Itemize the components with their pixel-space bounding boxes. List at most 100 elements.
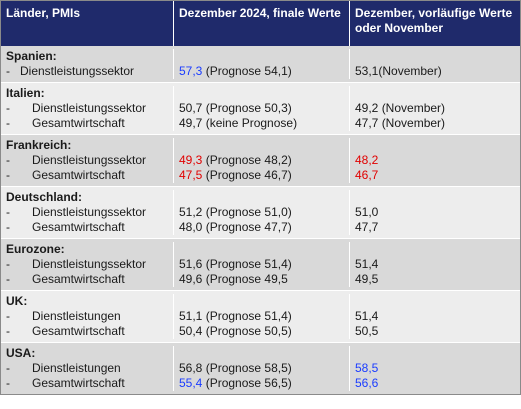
indicator-label-line: - Gesamtwirtschaft (6, 324, 168, 339)
preliminary-value: 58,5 (355, 361, 379, 375)
final-values-cell: 51,6 (Prognose 51,4) 49,6 (Prognose 49,5 (173, 242, 349, 287)
forecast-note: (Prognose 51,4) (202, 257, 292, 271)
bullet-dash: - (6, 272, 10, 286)
indicator-label: Gesamtwirtschaft (32, 272, 125, 286)
final-value: 49,3 (179, 153, 203, 167)
table-header: Länder, PMIs Dezember 2024, finale Werte… (1, 1, 520, 46)
preliminary-value-line: 56,6 (355, 376, 515, 391)
header-final-values: Dezember 2024, finale Werte (173, 1, 349, 46)
preliminary-value: 51,0 (355, 205, 379, 219)
final-value: 51,6 (179, 257, 203, 271)
final-value-line: 57,3 (Prognose 54,1) (179, 64, 344, 79)
indicator-label-line: - Dienstleistungssektor (6, 257, 168, 272)
preliminary-value: 47,7 (November) (355, 116, 446, 130)
preliminary-value-line: 53,1(November) (355, 64, 515, 79)
preliminary-value-line: 58,5 (355, 361, 515, 376)
country-cell: Frankreich: - Dienstleistungssektor - Gesamt… (1, 138, 173, 183)
final-values-cell: 57,3 (Prognose 54,1) (173, 49, 349, 79)
indicator-label-line: - Dienstleistungssektor (6, 101, 168, 116)
preliminary-values-cell: 53,1(November) (349, 49, 520, 79)
final-value-line: 56,8 (Prognose 58,5) (179, 361, 344, 376)
indicator-label: Dienstleistungssektor (32, 257, 147, 271)
final-value: 48,0 (179, 220, 203, 234)
preliminary-value: 47,7 (355, 220, 379, 234)
table-row: Eurozone: - Dienstleistungssektor - Gesamtwi… (1, 238, 520, 290)
bullet-dash: - (6, 64, 10, 78)
final-values-cell: 51,1 (Prognose 51,4) 50,4 (Prognose 50,5) (173, 294, 349, 339)
preliminary-value: 49,5 (355, 272, 379, 286)
final-value-line: 51,1 (Prognose 51,4) (179, 309, 344, 324)
header-countries: Länder, PMIs (6, 6, 81, 20)
country-name: Italien: (6, 86, 45, 100)
indicator-label-line: - Dienstleistungen (6, 309, 168, 324)
indicator-label: Gesamtwirtschaft (32, 220, 125, 234)
final-value: 51,2 (179, 205, 203, 219)
indicator-label: Gesamtwirtschaft (32, 168, 125, 182)
bullet-dash: - (6, 116, 10, 130)
final-value: 50,7 (179, 101, 203, 115)
table-row: Italien: - Dienstleistungssektor - Gesamtwir… (1, 82, 520, 134)
forecast-note: (Prognose 47,7) (202, 220, 292, 234)
indicator-label: Gesamtwirtschaft (32, 376, 125, 390)
final-value: 49,7 (179, 116, 203, 130)
indicator-label: Dienstleistungssektor (32, 205, 147, 219)
preliminary-value-line: 51,0 (355, 205, 515, 220)
country-cell: UK: - Dienstleistungen - Gesamtwirtschaft (1, 294, 173, 339)
indicator-label: Dienstleistungen (32, 309, 121, 323)
preliminary-values-cell: 58,5 56,6 (349, 346, 520, 391)
indicator-label-line: - Gesamtwirtschaft (6, 168, 168, 183)
table-row: USA: - Dienstleistungen - Gesamtwirtschaft 56… (1, 342, 520, 394)
bullet-dash: - (6, 153, 10, 167)
forecast-note: (Prognose 50,5) (202, 324, 292, 338)
forecast-note: (Prognose 50,3) (202, 101, 292, 115)
final-values-cell: 56,8 (Prognose 58,5) 55,4 (Prognose 56,5) (173, 346, 349, 391)
preliminary-value-line: 47,7 (355, 220, 515, 235)
preliminary-value-line: 47,7 (November) (355, 116, 515, 131)
final-value-line: 50,7 (Prognose 50,3) (179, 101, 344, 116)
preliminary-value-line: 49,2 (November) (355, 101, 515, 116)
bullet-dash: - (6, 168, 10, 182)
final-value-line: 50,4 (Prognose 50,5) (179, 324, 344, 339)
final-value-line: 47,5 (Prognose 46,7) (179, 168, 344, 183)
country-cell: Eurozone: - Dienstleistungssektor - Gesamtwi… (1, 242, 173, 287)
forecast-note: (keine Prognose) (202, 116, 298, 130)
forecast-note: (Prognose 58,5) (202, 361, 292, 375)
country-name: Eurozone: (6, 242, 65, 256)
preliminary-values-cell: 48,2 46,7 (349, 138, 520, 183)
country-cell: USA: - Dienstleistungen - Gesamtwirtschaft (1, 346, 173, 391)
table-row: Spanien: - Dienstleistungssektor 57,3 (Prog… (1, 46, 520, 82)
final-values-cell: 51,2 (Prognose 51,0) 48,0 (Prognose 47,7) (173, 190, 349, 235)
final-values-cell: 50,7 (Prognose 50,3) 49,7 (keine Prognose… (173, 86, 349, 131)
final-value-line: 49,6 (Prognose 49,5 (179, 272, 344, 287)
country-name: UK: (6, 294, 28, 308)
preliminary-value-line: 48,2 (355, 153, 515, 168)
indicator-label-line: - Gesamtwirtschaft (6, 220, 168, 235)
preliminary-value: 48,2 (355, 153, 379, 167)
bullet-dash: - (6, 361, 10, 375)
final-value: 50,4 (179, 324, 203, 338)
preliminary-values-cell: 51,4 50,5 (349, 294, 520, 339)
country-cell: Spanien: - Dienstleistungssektor (1, 49, 173, 79)
forecast-note: (Prognose 48,2) (202, 153, 292, 167)
indicator-label-line: - Gesamtwirtschaft (6, 376, 168, 391)
indicator-label-line: - Dienstleistungssektor (6, 205, 168, 220)
preliminary-value: 49,2 (November) (355, 101, 446, 115)
indicator-label: Gesamtwirtschaft (32, 116, 125, 130)
final-value-line: 51,6 (Prognose 51,4) (179, 257, 344, 272)
forecast-note: (Prognose 51,0) (202, 205, 292, 219)
indicator-label-line: - Dienstleistungssektor (6, 153, 168, 168)
preliminary-value: 51,4 (355, 257, 379, 271)
indicator-label: Dienstleistungssektor (32, 153, 147, 167)
country-cell: Deutschland: - Dienstleistungssektor - Gesam… (1, 190, 173, 235)
final-value-line: 51,2 (Prognose 51,0) (179, 205, 344, 220)
bullet-dash: - (6, 257, 10, 271)
country-name: USA: (6, 346, 36, 360)
indicator-label: Gesamtwirtschaft (32, 324, 125, 338)
table-row: UK: - Dienstleistungen - Gesamtwirtschaft 51,… (1, 290, 520, 342)
preliminary-value-line: 51,4 (355, 257, 515, 272)
final-value: 56,8 (179, 361, 203, 375)
bullet-dash: - (6, 220, 10, 234)
country-name: Deutschland: (6, 190, 83, 204)
country-cell: Italien: - Dienstleistungssektor - Gesamtwir… (1, 86, 173, 131)
indicator-label-line: - Gesamtwirtschaft (6, 272, 168, 287)
